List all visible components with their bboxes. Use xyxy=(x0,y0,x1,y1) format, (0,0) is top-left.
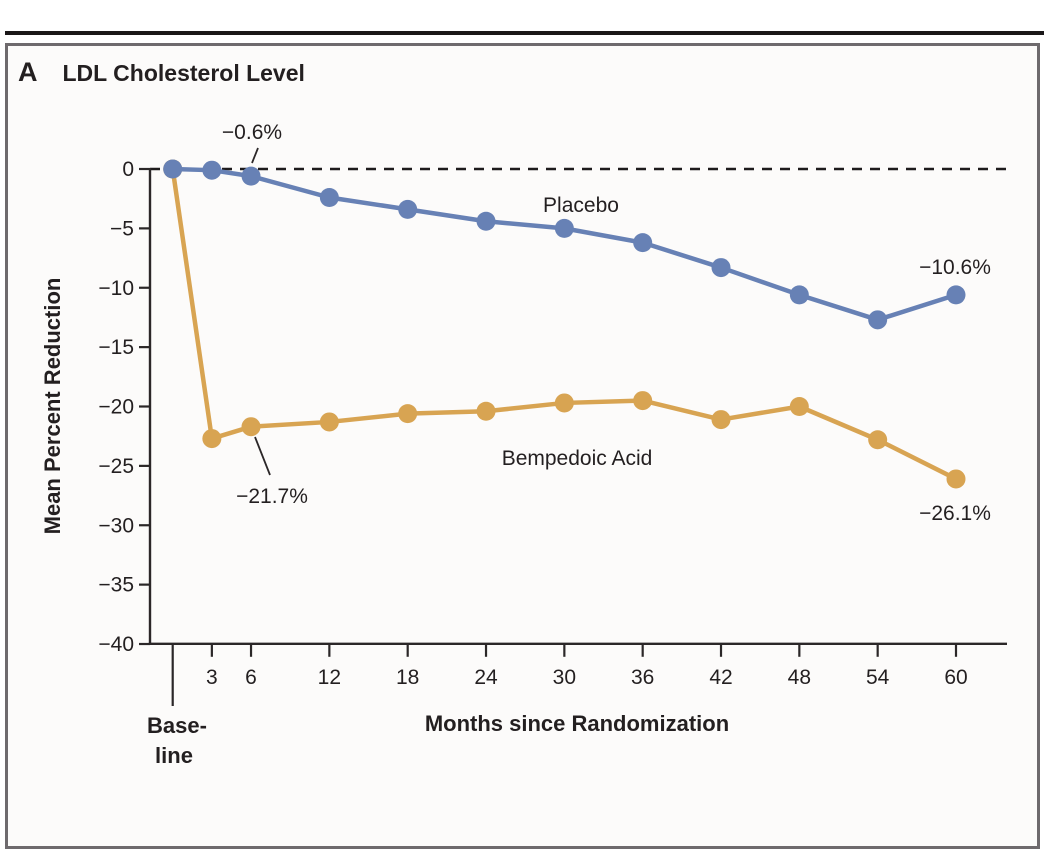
x-tick-label: 30 xyxy=(553,666,576,689)
data-point-bempedoic-acid xyxy=(711,410,731,430)
data-point-placebo xyxy=(946,285,966,305)
chart-svg: 0−5−10−15−20−25−30−35−403 6 12 18 24 30 36 42 48… xyxy=(40,121,1013,768)
data-point-placebo xyxy=(868,310,888,330)
x-axis-title: Months since Randomization xyxy=(425,711,729,736)
data-point-bempedoic-acid xyxy=(554,393,574,413)
x-tick-label: 54 xyxy=(866,666,890,689)
data-point-bempedoic-acid xyxy=(398,404,418,424)
data-point-placebo xyxy=(163,159,183,179)
baseline-label-line1: Base- xyxy=(147,713,207,738)
annotation-value-label: −0.6% xyxy=(222,121,282,144)
x-tick-label: 36 xyxy=(631,666,654,689)
y-tick-label: −35 xyxy=(98,574,134,597)
data-point-bempedoic-acid xyxy=(868,430,888,450)
panel-title: A LDL Cholesterol Level xyxy=(18,57,305,88)
panel-letter: A xyxy=(18,57,38,87)
data-point-placebo xyxy=(554,218,574,238)
annotation-leader-line xyxy=(251,147,259,164)
annotation-value-label: −26.1% xyxy=(919,502,991,525)
x-tick-label: 3 xyxy=(206,666,218,689)
y-tick-label: −10 xyxy=(98,277,134,300)
data-point-bempedoic-acid xyxy=(633,391,653,411)
annotation-value-label: −10.6% xyxy=(919,256,991,279)
y-tick-label: −20 xyxy=(98,396,134,419)
data-point-bempedoic-acid xyxy=(946,469,966,489)
data-point-placebo xyxy=(319,188,339,207)
y-tick-label: 0 xyxy=(122,158,134,181)
data-point-placebo xyxy=(476,211,496,231)
data-point-placebo xyxy=(202,160,222,180)
y-tick-label: −25 xyxy=(98,455,134,478)
x-tick-label: 18 xyxy=(396,666,419,689)
data-point-placebo xyxy=(789,285,809,305)
series-label-placebo: Placebo xyxy=(543,194,619,217)
data-point-bempedoic-acid xyxy=(476,401,496,421)
x-tick-label: 24 xyxy=(474,666,498,689)
x-tick-label: 42 xyxy=(709,666,732,689)
x-tick-label: 48 xyxy=(788,666,811,689)
annotation-leader-line xyxy=(254,436,271,476)
panel-heading: LDL Cholesterol Level xyxy=(62,60,305,86)
y-tick-label: −15 xyxy=(98,336,134,359)
data-point-placebo xyxy=(633,233,653,253)
data-point-bempedoic-acid xyxy=(789,397,809,416)
data-point-placebo xyxy=(241,166,261,186)
data-point-bempedoic-acid xyxy=(202,429,222,449)
y-axis-title: Mean Percent Reduction xyxy=(40,278,65,535)
baseline-label-line2: line xyxy=(155,743,193,768)
x-tick-label: 12 xyxy=(318,666,341,689)
figure-frame xyxy=(5,43,1040,849)
series-line-placebo xyxy=(172,166,957,323)
data-point-bempedoic-acid xyxy=(319,412,339,432)
y-tick-label: −5 xyxy=(110,217,134,240)
y-tick-label: −30 xyxy=(98,514,134,537)
data-point-placebo xyxy=(711,258,731,278)
y-tick-label: −40 xyxy=(98,633,134,656)
annotation-value-label: −21.7% xyxy=(236,485,308,508)
top-rule xyxy=(5,31,1044,35)
data-point-bempedoic-acid xyxy=(241,417,261,437)
data-point-placebo xyxy=(398,199,418,219)
series-label-bempedoic-acid: Bempedoic Acid xyxy=(502,447,653,470)
x-tick-label: 6 xyxy=(245,666,257,689)
x-tick-label: 60 xyxy=(944,666,967,689)
